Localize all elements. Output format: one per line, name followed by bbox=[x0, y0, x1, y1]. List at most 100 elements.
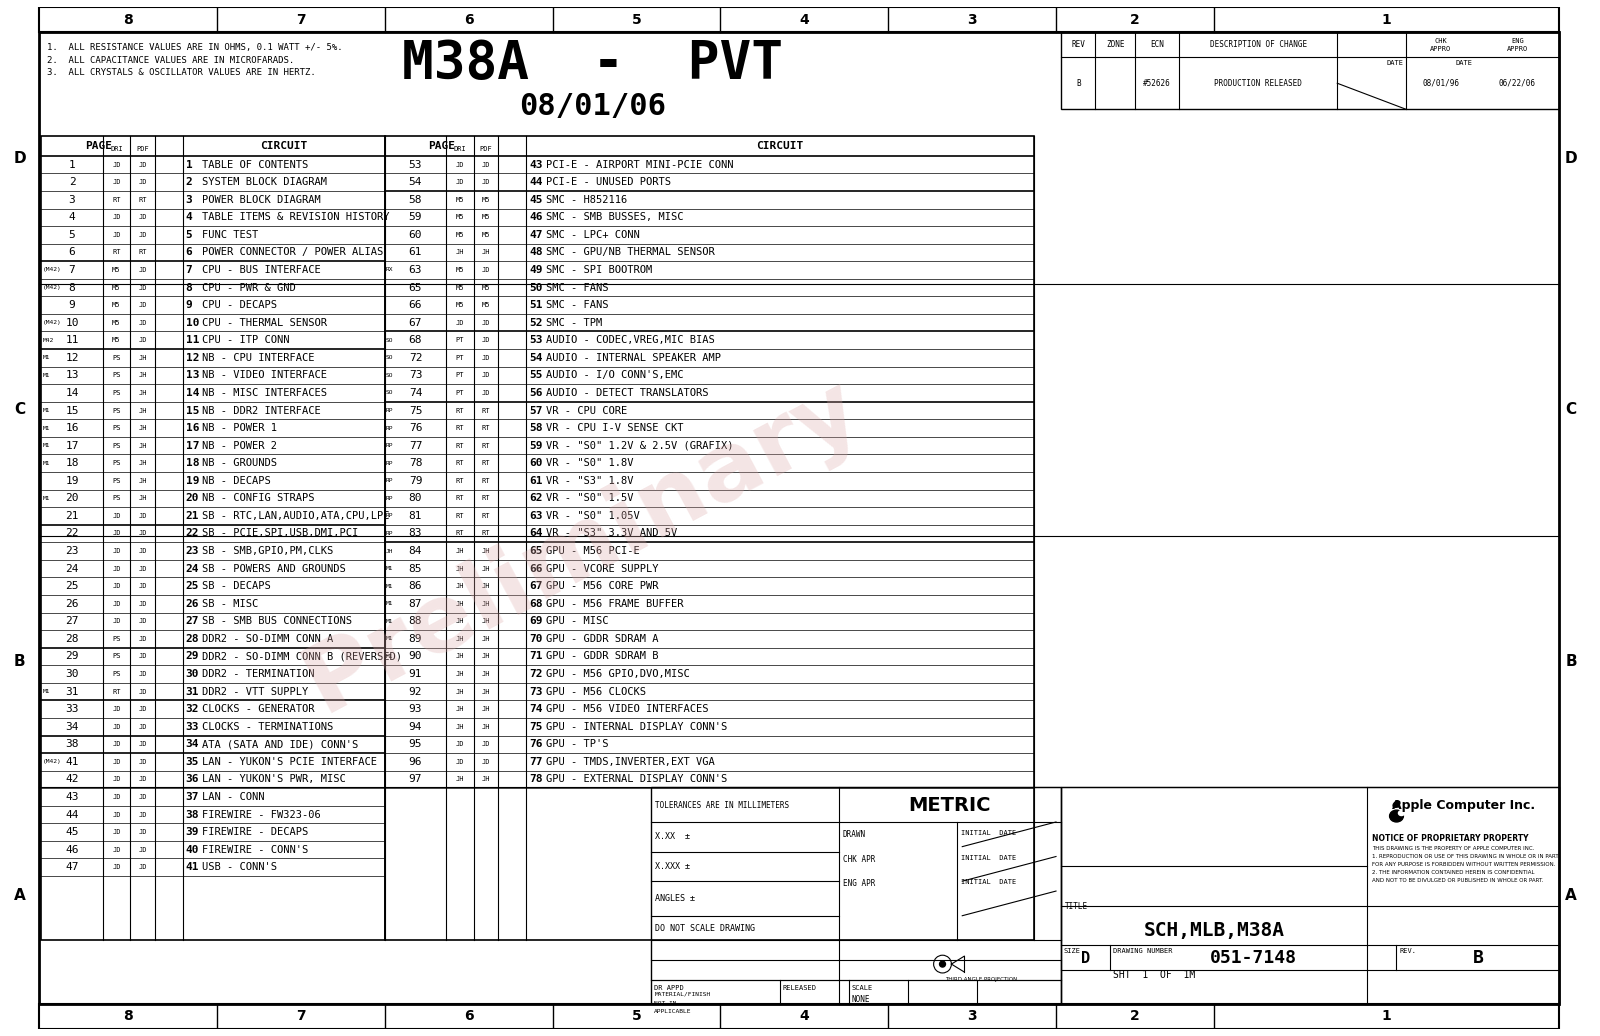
Text: 19: 19 bbox=[186, 476, 198, 486]
Text: CLOCKS - GENERATOR: CLOCKS - GENERATOR bbox=[202, 704, 315, 714]
Text: M1: M1 bbox=[386, 583, 394, 588]
Text: M5: M5 bbox=[112, 267, 120, 274]
Text: 16: 16 bbox=[66, 423, 78, 433]
Text: 47: 47 bbox=[66, 862, 78, 872]
Text: 54: 54 bbox=[408, 177, 422, 188]
Text: AUDIO - CODEC,VREG,MIC BIAS: AUDIO - CODEC,VREG,MIC BIAS bbox=[546, 336, 715, 345]
Text: A: A bbox=[14, 888, 26, 903]
Text: APPRO: APPRO bbox=[1507, 46, 1528, 52]
Text: 31: 31 bbox=[66, 687, 78, 696]
Text: JD: JD bbox=[138, 548, 147, 554]
Text: JD: JD bbox=[138, 214, 147, 221]
Text: 68: 68 bbox=[408, 336, 422, 345]
Text: JD: JD bbox=[112, 548, 120, 554]
Text: 67: 67 bbox=[530, 581, 542, 592]
Text: RP: RP bbox=[386, 426, 394, 431]
Text: M1: M1 bbox=[43, 689, 50, 694]
Text: 58: 58 bbox=[408, 195, 422, 205]
Text: JD: JD bbox=[138, 671, 147, 678]
Text: #52626: #52626 bbox=[1144, 79, 1171, 88]
Text: GPU - M56 GPIO,DVO,MISC: GPU - M56 GPIO,DVO,MISC bbox=[546, 669, 690, 679]
Text: 38: 38 bbox=[186, 809, 198, 819]
Text: JD: JD bbox=[138, 338, 147, 343]
Text: JH: JH bbox=[482, 583, 490, 589]
Text: PAGE: PAGE bbox=[85, 141, 112, 151]
Text: JD: JD bbox=[456, 162, 464, 168]
Text: 65: 65 bbox=[408, 283, 422, 292]
Text: METRIC: METRIC bbox=[909, 796, 990, 814]
Text: 44: 44 bbox=[530, 177, 542, 188]
Text: 64: 64 bbox=[530, 528, 542, 539]
Text: 56: 56 bbox=[530, 387, 542, 398]
Text: JD: JD bbox=[482, 354, 490, 361]
Text: 53: 53 bbox=[530, 336, 542, 345]
Text: JD: JD bbox=[112, 232, 120, 238]
Text: NONE: NONE bbox=[851, 995, 870, 1004]
Text: TABLE OF CONTENTS: TABLE OF CONTENTS bbox=[202, 160, 309, 170]
Text: 51: 51 bbox=[530, 300, 542, 310]
Text: 72: 72 bbox=[408, 353, 422, 363]
Text: SO: SO bbox=[386, 355, 394, 361]
Text: 55: 55 bbox=[530, 371, 542, 380]
Text: SMC - FANS: SMC - FANS bbox=[546, 283, 608, 292]
Text: JD: JD bbox=[138, 530, 147, 537]
Text: PS: PS bbox=[112, 354, 120, 361]
Text: 10: 10 bbox=[66, 318, 78, 327]
Text: 68: 68 bbox=[530, 599, 542, 609]
Text: APPRO: APPRO bbox=[1430, 46, 1451, 52]
Text: SMC - GPU/NB THERMAL SENSOR: SMC - GPU/NB THERMAL SENSOR bbox=[546, 248, 715, 257]
Text: 27: 27 bbox=[186, 616, 198, 627]
Text: 87: 87 bbox=[408, 599, 422, 609]
Text: JH: JH bbox=[482, 566, 490, 572]
Text: 77: 77 bbox=[530, 757, 542, 767]
Text: 48: 48 bbox=[530, 248, 542, 257]
Text: NB - CPU INTERFACE: NB - CPU INTERFACE bbox=[202, 353, 315, 363]
Text: 2: 2 bbox=[186, 177, 192, 188]
Text: SB - POWERS AND GROUNDS: SB - POWERS AND GROUNDS bbox=[202, 564, 346, 574]
Text: JD: JD bbox=[138, 776, 147, 782]
Text: 45: 45 bbox=[66, 827, 78, 837]
Text: 89: 89 bbox=[408, 634, 422, 644]
Text: 1. REPRODUCTION OR USE OF THIS DRAWING IN WHOLE OR IN PART: 1. REPRODUCTION OR USE OF THIS DRAWING I… bbox=[1371, 854, 1558, 859]
Text: RT: RT bbox=[112, 250, 120, 256]
Text: PS: PS bbox=[112, 654, 120, 660]
Text: SB - SMB BUS CONNECTIONS: SB - SMB BUS CONNECTIONS bbox=[202, 616, 352, 627]
Text: M1: M1 bbox=[43, 496, 50, 500]
Text: DATE: DATE bbox=[1387, 60, 1403, 66]
Text: CPU - THERMAL SENSOR: CPU - THERMAL SENSOR bbox=[202, 318, 328, 327]
Text: JD: JD bbox=[138, 618, 147, 625]
Text: M5: M5 bbox=[456, 285, 464, 290]
Text: MATERIAL/FINISH: MATERIAL/FINISH bbox=[654, 991, 710, 997]
Text: 08/01/06: 08/01/06 bbox=[518, 92, 666, 121]
Text: 20: 20 bbox=[186, 493, 198, 503]
Text: JH: JH bbox=[482, 776, 490, 782]
Text: SMC - SMB BUSSES, MISC: SMC - SMB BUSSES, MISC bbox=[546, 212, 683, 223]
Text: JD: JD bbox=[138, 232, 147, 238]
Text: 38: 38 bbox=[66, 740, 78, 749]
Text: INITIAL  DATE: INITIAL DATE bbox=[962, 830, 1016, 836]
Text: VR - CPU CORE: VR - CPU CORE bbox=[546, 405, 627, 415]
Text: CPU - BUS INTERFACE: CPU - BUS INTERFACE bbox=[202, 265, 322, 275]
Text: 33: 33 bbox=[66, 704, 78, 714]
Text: DESCRIPTION OF CHANGE: DESCRIPTION OF CHANGE bbox=[1210, 40, 1307, 50]
Text: 12: 12 bbox=[186, 353, 198, 363]
Text: 1: 1 bbox=[1382, 1009, 1392, 1024]
Text: LAN - YUKON'S PWR, MISC: LAN - YUKON'S PWR, MISC bbox=[202, 775, 346, 784]
Text: NB - GROUNDS: NB - GROUNDS bbox=[202, 458, 277, 468]
Text: JD: JD bbox=[482, 162, 490, 168]
Text: 78: 78 bbox=[530, 775, 542, 784]
Text: 3: 3 bbox=[186, 195, 192, 205]
Text: 57: 57 bbox=[530, 405, 542, 415]
Text: RT: RT bbox=[482, 495, 490, 501]
Text: 75: 75 bbox=[530, 722, 542, 731]
Bar bbox=[1061, 787, 1560, 1004]
Text: 4: 4 bbox=[186, 212, 192, 223]
Text: JH: JH bbox=[138, 372, 147, 378]
Text: 3.  ALL CRYSTALS & OSCILLATOR VALUES ARE IN HERTZ.: 3. ALL CRYSTALS & OSCILLATOR VALUES ARE … bbox=[48, 68, 317, 78]
Text: 17: 17 bbox=[186, 440, 198, 451]
Text: M1: M1 bbox=[43, 461, 50, 466]
Text: SIZE: SIZE bbox=[1064, 948, 1082, 954]
Text: M5: M5 bbox=[456, 197, 464, 203]
Text: RP: RP bbox=[386, 443, 394, 449]
Circle shape bbox=[939, 961, 946, 967]
